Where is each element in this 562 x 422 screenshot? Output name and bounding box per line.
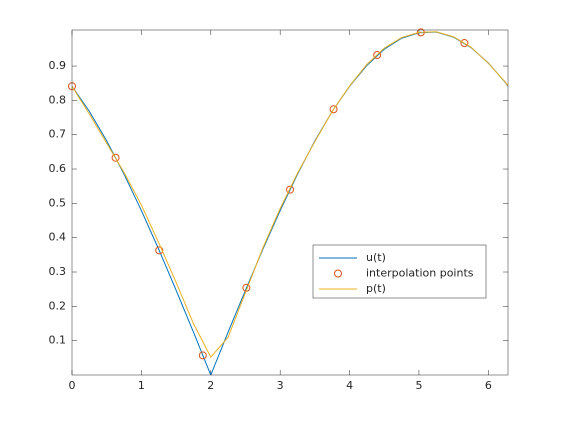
y-tick-label: 0.1: [49, 334, 67, 347]
marker: [286, 185, 295, 194]
marker: [155, 246, 164, 255]
marker: [373, 51, 382, 60]
x-tick-label: 4: [346, 379, 353, 392]
marker: [111, 153, 120, 162]
marker: [460, 39, 469, 48]
plot-area: [72, 30, 508, 375]
y-tick-label: 0.7: [49, 128, 67, 141]
x-tick-label: 3: [277, 379, 284, 392]
y-tick-label: 0.9: [49, 59, 67, 72]
x-tick-label: 2: [207, 379, 214, 392]
marker: [329, 105, 338, 114]
series-line: [72, 31, 508, 359]
x-tick-label: 6: [485, 379, 492, 392]
axes-box: [71, 29, 509, 376]
x-tick-label: 0: [69, 379, 76, 392]
marker: [198, 351, 207, 360]
legend-label: u(t): [366, 251, 386, 264]
legend-label: p(t): [366, 282, 386, 295]
y-tick-label: 0.6: [49, 162, 67, 175]
x-tick-label: 1: [138, 379, 145, 392]
legend-swatch: [334, 269, 342, 278]
y-tick-label: 0.5: [49, 196, 67, 209]
y-tick-label: 0.8: [49, 93, 67, 106]
legend-label: interpolation points: [366, 267, 474, 280]
x-tick-label: 5: [415, 379, 422, 392]
legend: u(t) interpolation points p(t): [312, 244, 487, 299]
y-tick-label: 0.3: [49, 265, 67, 278]
y-tick-label: 0.2: [49, 299, 67, 312]
y-tick-label: 0.4: [49, 231, 67, 244]
